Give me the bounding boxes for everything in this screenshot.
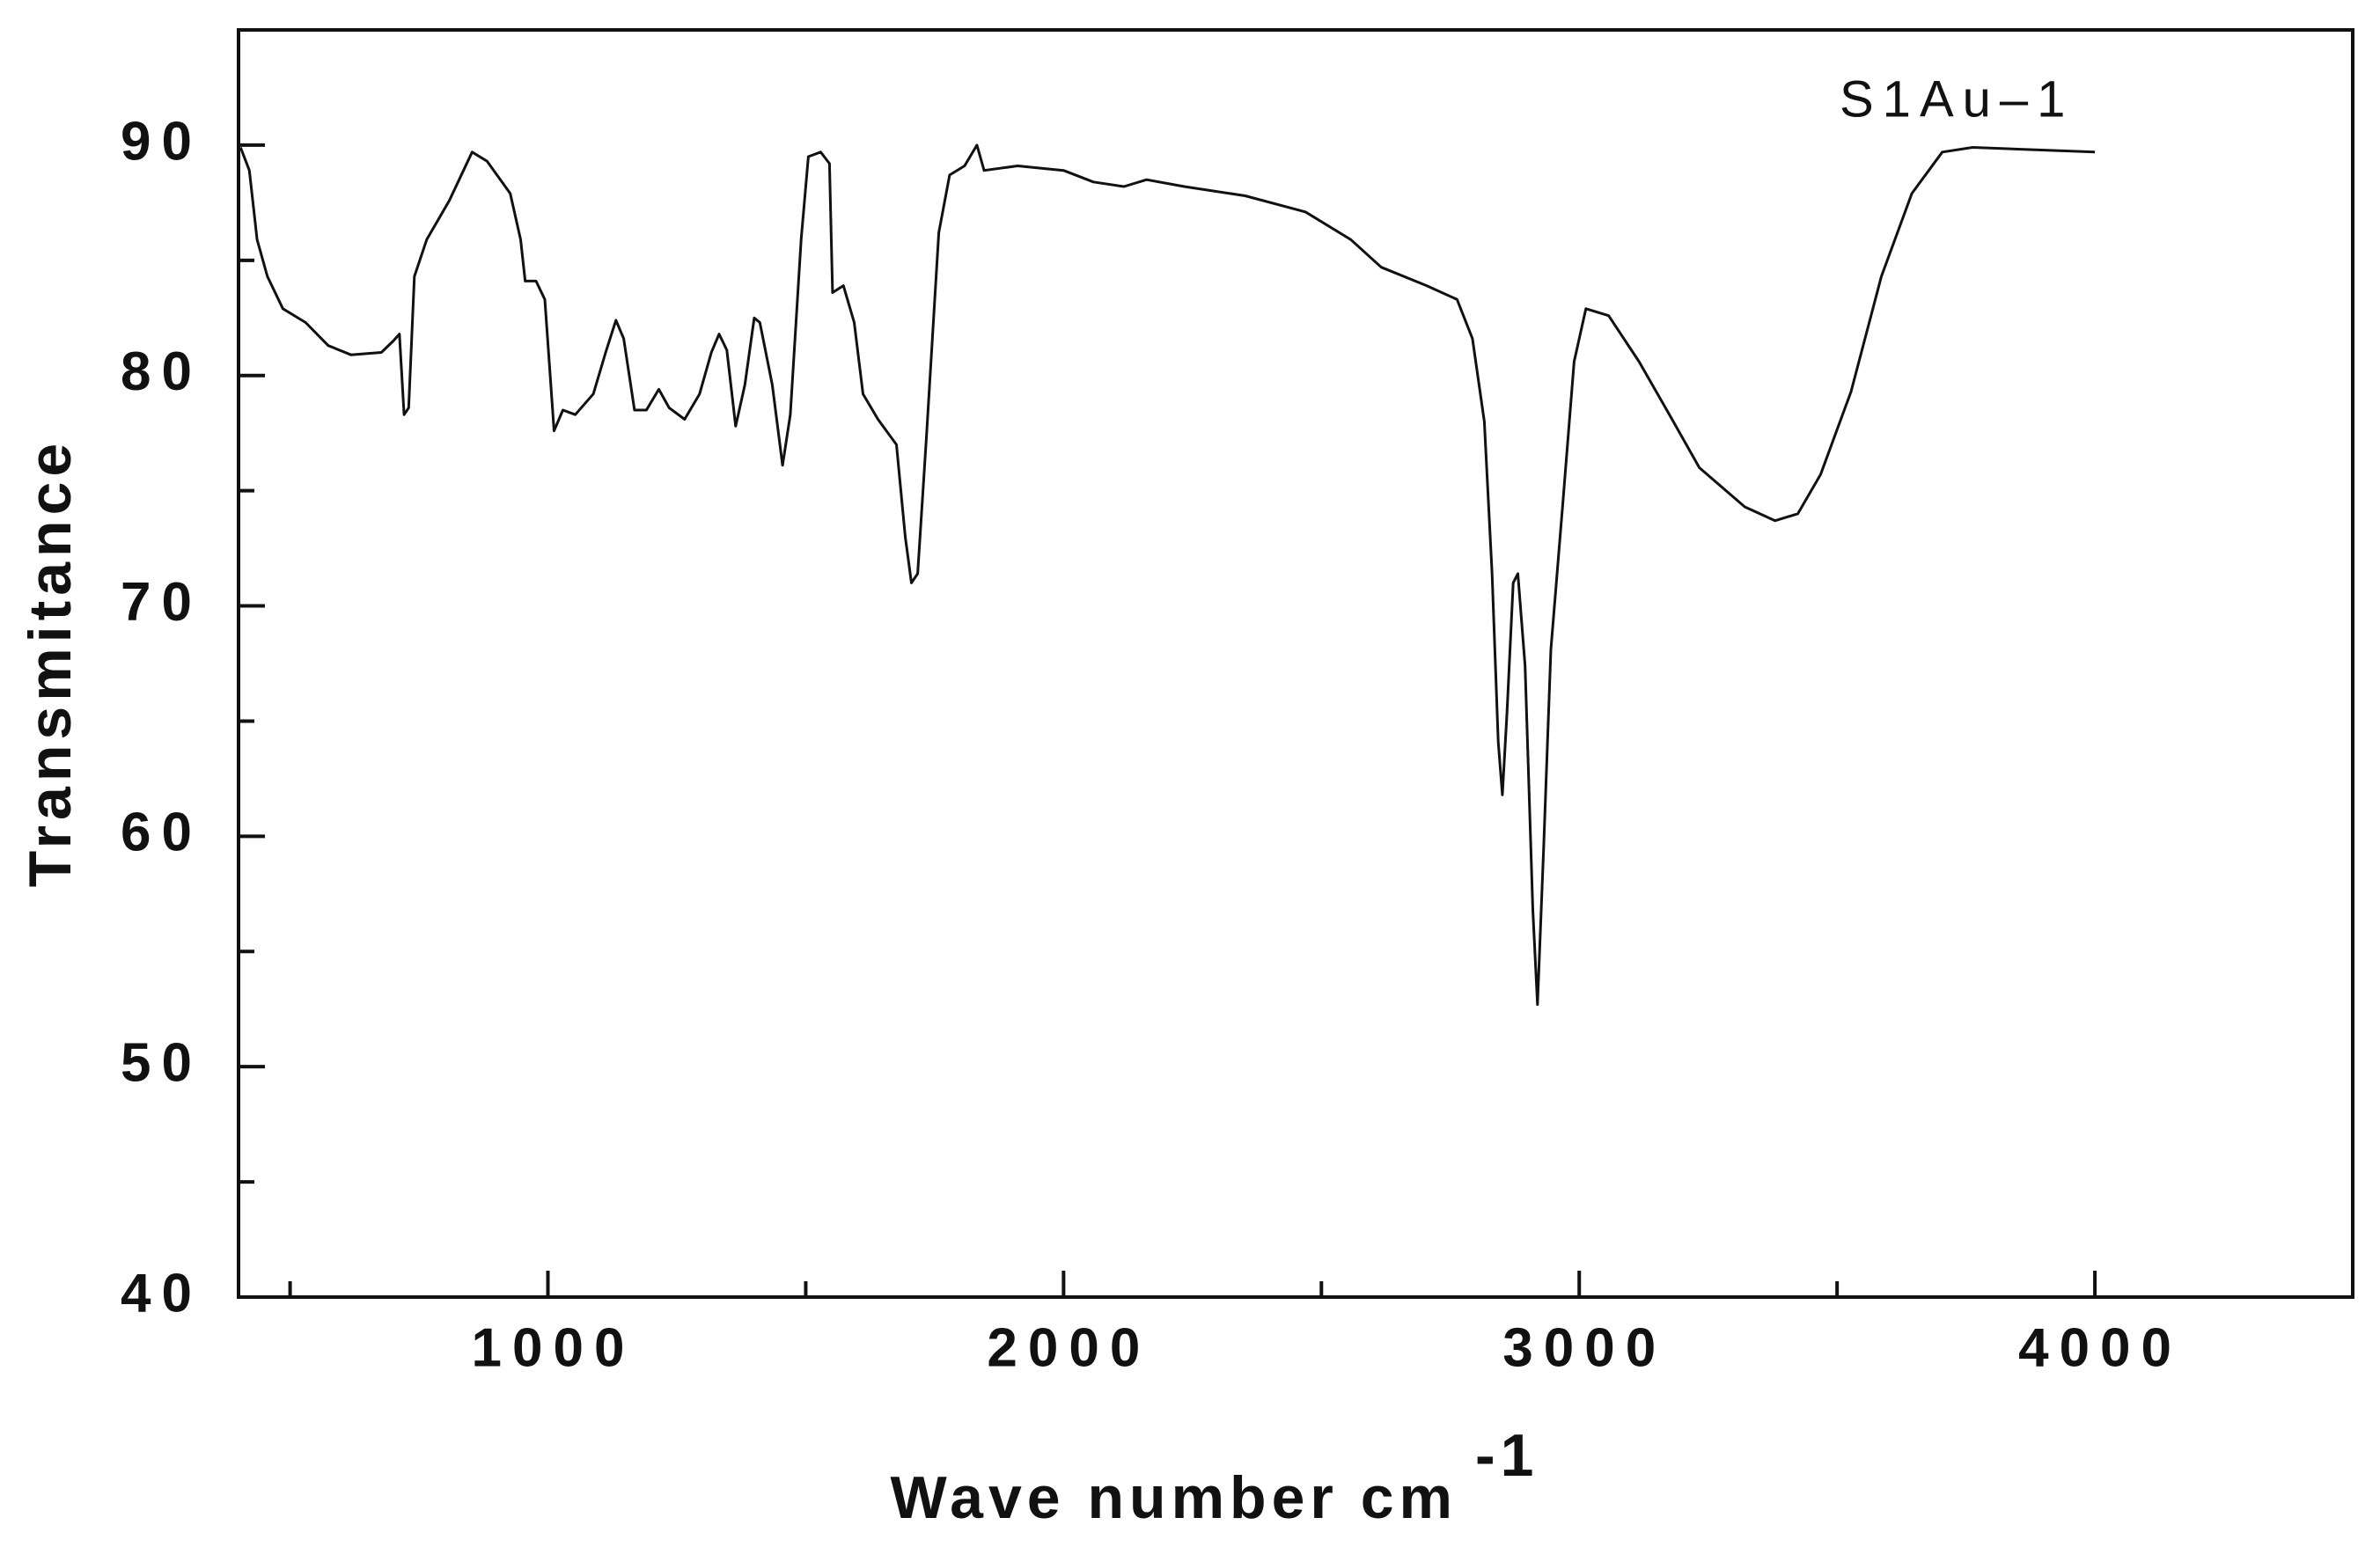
x-tick-label: 2000	[987, 1317, 1150, 1378]
spectrum-line	[239, 143, 2096, 1006]
annotation: S1Au–1	[1840, 70, 2074, 128]
x-tick-label: 1000	[472, 1317, 635, 1378]
y-tick-label: 90	[121, 111, 202, 172]
x-axis-label-superscript: -1	[1475, 1422, 1539, 1489]
x-axis-label-text: Wave number cm	[890, 1464, 1458, 1531]
y-tick-label: 80	[121, 341, 202, 402]
x-tick-label: 4000	[2018, 1317, 2182, 1378]
y-tick-label: 50	[121, 1033, 202, 1094]
y-tick-label: 70	[121, 572, 202, 633]
x-axis-label: Wave number cm -1	[890, 1422, 1539, 1531]
plot-frame	[237, 28, 2354, 1299]
y-axis-label: Transmitance	[17, 438, 84, 887]
x-tick-label: 3000	[1502, 1317, 1666, 1378]
y-tick-label: 60	[121, 803, 202, 863]
y-tick-label: 40	[121, 1263, 202, 1323]
